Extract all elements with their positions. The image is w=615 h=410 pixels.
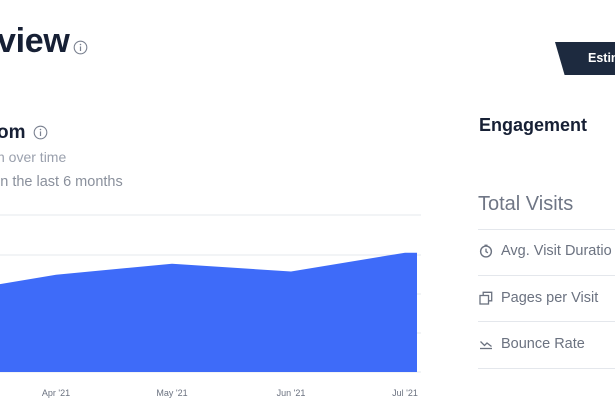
clock-icon [479,244,493,258]
estimation-button[interactable]: Estin [555,42,615,75]
metric-label: Bounce Rate [501,336,585,352]
traffic-area-chart: Apr '21 May '21 Jun '21 Jul '21 [0,214,421,398]
divider [478,321,615,322]
info-icon[interactable] [33,125,48,145]
divider [478,368,615,369]
metric-label: Avg. Visit Duratio [501,243,612,259]
card-note: in the last 6 months [0,174,123,190]
metric-bounce-rate: Bounce Rate [479,336,585,352]
card-subtitle: n over time [0,149,67,165]
divider [478,275,615,276]
card-title: om [0,122,26,143]
metric-avg-visit-duration: Avg. Visit Duratio [479,243,612,259]
engagement-title: Engagement [479,115,588,135]
area-series [0,252,417,372]
info-icon[interactable] [73,40,88,60]
x-tick-label: Jun '21 [277,388,306,398]
page-title: view [0,22,70,60]
x-tick-label: May '21 [156,388,187,398]
x-tick-label: Jul '21 [392,388,418,398]
divider [478,229,615,230]
total-visits-label: Total Visits [478,193,574,215]
x-axis-ticks: Apr '21 May '21 Jun '21 Jul '21 [42,388,418,398]
metric-label: Pages per Visit [501,290,599,306]
bounce-icon [480,341,492,350]
pages-icon [479,291,493,305]
x-tick-label: Apr '21 [42,388,70,398]
metric-pages-per-visit: Pages per Visit [479,290,598,306]
